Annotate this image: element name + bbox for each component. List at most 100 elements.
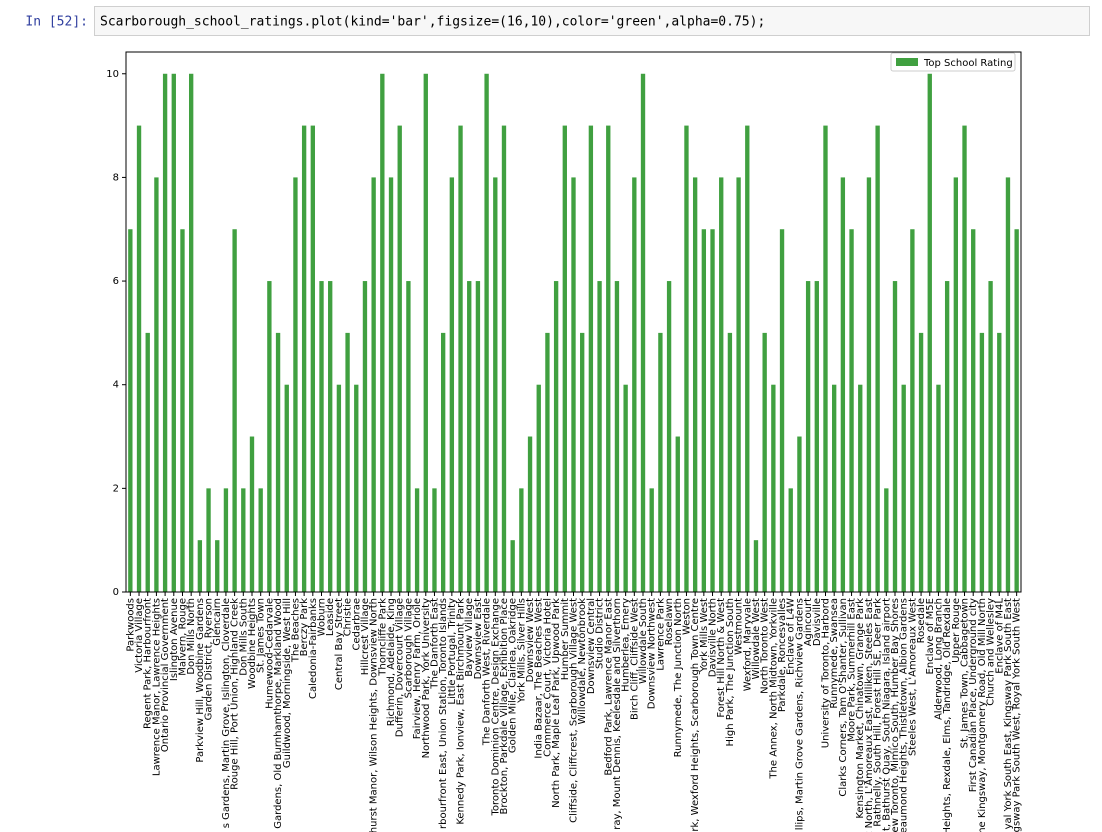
x-tick-label: St. James Town, Cabbagetown [960,598,971,748]
x-tick-label: Weston [681,598,692,635]
x-tick-label: Berczy Park [299,598,310,657]
x-tick-label: Willowdale South [638,598,649,684]
bar [953,177,959,593]
bar [519,488,524,592]
bar [762,332,767,592]
axes-frame [125,51,1022,593]
x-tick-label: Christie [343,598,354,636]
x-tick-label: The Danforth West, Riverdale [482,598,493,746]
x-tick-label: Runnymede, Swansea [829,598,840,709]
bar [510,540,515,592]
x-tick-label: Church and Wellesley [986,598,997,706]
bar [319,281,324,592]
x-tick-label: Enclave of L4W [786,598,797,675]
bar [701,229,707,592]
x-tick-label: Caledonia-Fairbanks [308,598,319,699]
bar [241,488,246,592]
bar [623,384,628,592]
bar [562,125,567,593]
x-tick-label: Victoria Village [134,598,145,673]
x-tick-label: Willowdale, Newtonbrook [577,598,588,725]
y-tick-label: 10 [106,69,119,80]
x-tick-label: ray, Mount Dennis, Keelesdale and Silver… [612,598,623,830]
bar [640,73,646,592]
x-tick-label: Glencairn [212,598,223,646]
bar [666,281,672,592]
bar [536,384,541,592]
bar [493,177,498,593]
cell-prompt: In [52]: [25,15,88,30]
x-tick-label: Woburn [317,598,328,636]
bar [136,125,142,593]
bar [354,384,359,592]
x-tick-label: University of Toronto, Harbord [820,598,831,748]
x-tick-label: York Mills West [699,598,710,673]
x-tick-label: Downsview Central [586,598,597,694]
x-tick-label: Roselawn [664,598,675,645]
x-tick-label: Humberlea, Emery [621,598,632,692]
x-tick-label: Rosedale [916,598,927,643]
bar [180,229,185,592]
code: Scarborough_school_ratings.plot(kind='ba… [100,15,765,30]
bar [432,488,437,592]
x-tick-label: he Kingsway, Montgomery Road, Old Mill N… [977,598,988,832]
bar [397,125,402,593]
bar [788,488,793,592]
code-cell[interactable] [94,6,1090,36]
bar [745,125,750,593]
bar [675,436,680,592]
x-tick-label: Lawrence Manor, Lawrence Heights [151,598,162,776]
bar [467,281,472,592]
x-tick-label: Cedarbrae [351,598,362,650]
bar [823,125,828,593]
legend-box [890,52,1016,72]
bar [371,177,376,593]
bar [380,73,385,592]
bar [267,281,272,592]
x-tick-label: Wexford, Maryvale [742,598,753,691]
x-tick-label: Scarborough Village [403,598,414,698]
x-tick-label: Little Portugal, Trinity [447,598,458,705]
x-tick-label: Humber Summit [560,598,571,680]
x-tick-label: gincourt North, L'Amoreaux East, Millike… [864,598,875,832]
bar [440,332,446,592]
bar [710,229,715,592]
x-tick-label: hurst Manor, Wilson Heights, Downsview N… [369,598,380,832]
bar [997,332,1002,592]
bar [388,177,394,593]
bar [866,177,872,593]
bar [414,488,420,592]
x-tick-label: Studio District [595,598,606,669]
bar [406,281,411,592]
bar [606,125,611,593]
x-tick-label: Northwood Park, York University [421,598,432,758]
bar [901,384,906,592]
bar [580,332,585,592]
x-tick-label: Enclave of M5E [925,598,936,674]
bar [814,281,819,592]
bar [944,281,950,592]
x-tick-label: Davisville [812,598,823,646]
x-tick-label: New Toronto, Mimico South, Humber Bay Sh… [890,598,901,832]
bar [918,332,924,592]
x-tick-label: Forest Hill North & West [716,598,727,718]
bar [1014,229,1019,592]
bar [719,177,724,593]
x-tick-label: York Mills, Silver Hills [516,598,527,704]
x-tick-label: Fairview, Henry Farm, Oriole [412,598,423,739]
bar [128,229,133,592]
x-tick-label: Thorncliffe Park [377,598,388,677]
bar [545,332,550,592]
bar [188,73,194,592]
bar [658,332,663,592]
bar [962,125,967,593]
bar [936,384,941,592]
x-tick-label: Parkdale, Roncesvalles [777,598,788,712]
x-tick-label: North Park, Maple Leaf Park, Upwood Park [551,598,562,808]
x-tick-label: Garden District, Ryerson [204,598,215,720]
x-tick-label: Commerce Court, Victoria Hotel [542,598,553,757]
bar [206,488,211,592]
x-tick-label: Humewood-Cedarvale [264,598,275,709]
x-tick-label: Central Bay Street [334,598,345,690]
bar [501,125,507,593]
